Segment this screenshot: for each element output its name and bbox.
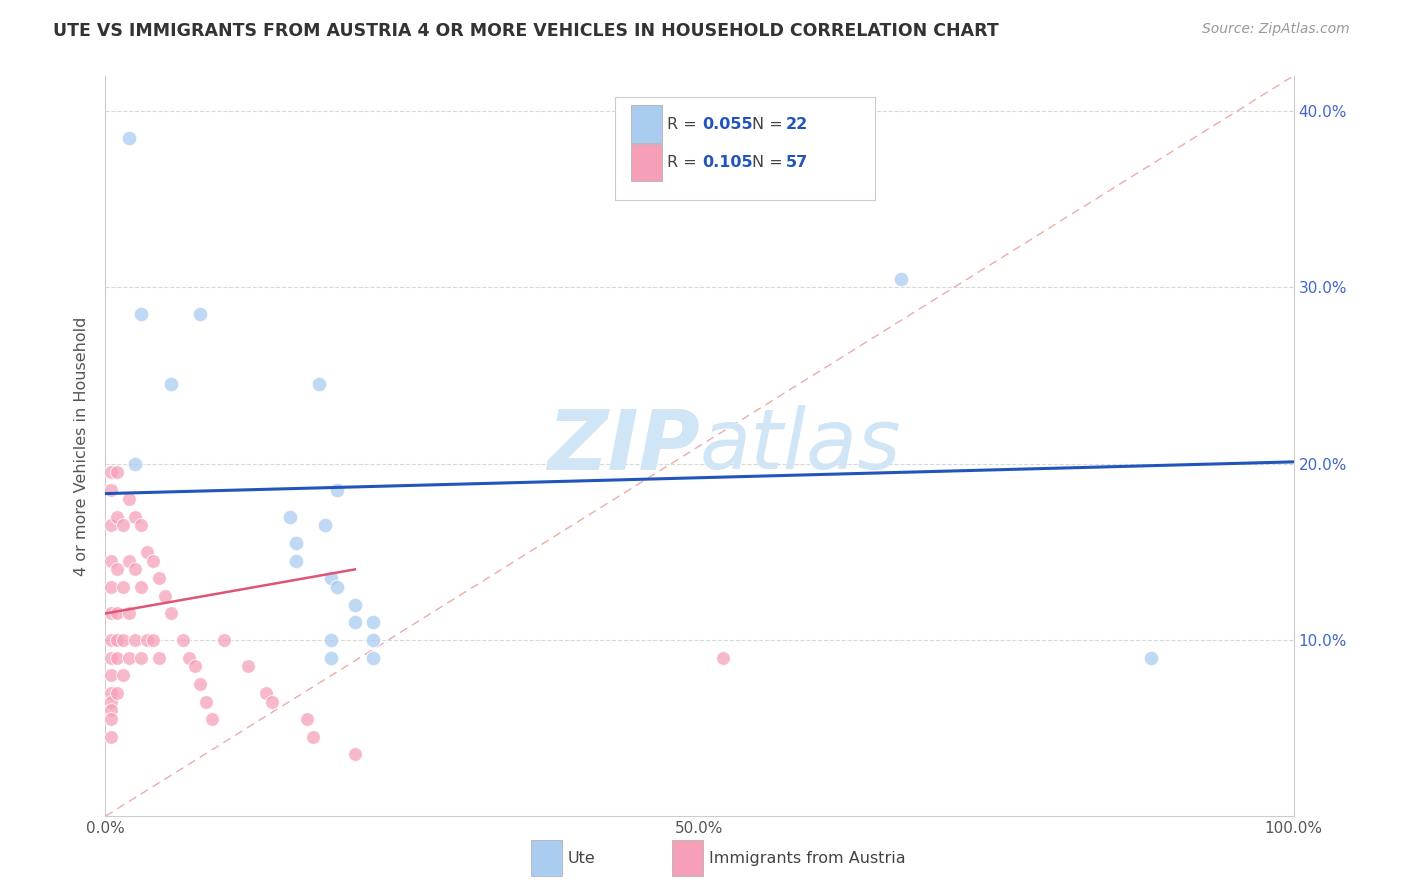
Point bbox=[100, 483, 122, 497]
Point bbox=[195, 695, 218, 709]
Point bbox=[284, 553, 307, 567]
Point bbox=[129, 518, 152, 533]
Point bbox=[129, 307, 152, 321]
Point bbox=[159, 377, 181, 392]
Point bbox=[100, 668, 122, 682]
Point bbox=[321, 632, 343, 647]
Point bbox=[177, 650, 200, 665]
Text: 0.105: 0.105 bbox=[703, 155, 754, 169]
Point bbox=[118, 130, 141, 145]
Point bbox=[112, 668, 135, 682]
Point bbox=[711, 650, 734, 665]
Point bbox=[100, 650, 122, 665]
Point bbox=[105, 686, 128, 700]
Point bbox=[236, 659, 259, 673]
Point bbox=[100, 632, 122, 647]
Point bbox=[118, 491, 141, 506]
Text: Source: ZipAtlas.com: Source: ZipAtlas.com bbox=[1202, 22, 1350, 37]
Point bbox=[112, 580, 135, 594]
Point bbox=[321, 571, 343, 585]
Text: UTE VS IMMIGRANTS FROM AUSTRIA 4 OR MORE VEHICLES IN HOUSEHOLD CORRELATION CHART: UTE VS IMMIGRANTS FROM AUSTRIA 4 OR MORE… bbox=[53, 22, 1000, 40]
Point bbox=[105, 632, 128, 647]
Point bbox=[100, 553, 122, 567]
Point bbox=[100, 518, 122, 533]
Point bbox=[100, 703, 122, 717]
Point bbox=[105, 607, 128, 621]
Point bbox=[326, 483, 349, 497]
Point bbox=[105, 466, 128, 480]
Point bbox=[136, 632, 159, 647]
Point bbox=[190, 677, 212, 691]
Point bbox=[124, 632, 146, 647]
Point bbox=[361, 615, 384, 630]
Point bbox=[153, 589, 176, 603]
Point bbox=[343, 747, 366, 762]
Point bbox=[201, 712, 224, 726]
Text: 22: 22 bbox=[786, 117, 807, 131]
Point bbox=[100, 607, 122, 621]
Point bbox=[254, 686, 277, 700]
Point bbox=[260, 695, 283, 709]
Point bbox=[100, 686, 122, 700]
Point bbox=[183, 659, 205, 673]
Point bbox=[361, 632, 384, 647]
Point bbox=[326, 580, 349, 594]
Point bbox=[100, 730, 122, 744]
Point bbox=[118, 553, 141, 567]
Point bbox=[112, 632, 135, 647]
Point bbox=[136, 545, 159, 559]
Point bbox=[214, 632, 236, 647]
Point bbox=[100, 695, 122, 709]
Point bbox=[148, 571, 170, 585]
Point bbox=[118, 650, 141, 665]
Point bbox=[124, 562, 146, 576]
Point bbox=[129, 650, 152, 665]
Point bbox=[100, 580, 122, 594]
Point bbox=[112, 518, 135, 533]
Text: ZIP: ZIP bbox=[547, 406, 700, 486]
Point bbox=[124, 457, 146, 471]
Point bbox=[118, 607, 141, 621]
Point bbox=[142, 632, 165, 647]
Text: atlas: atlas bbox=[700, 406, 901, 486]
Point bbox=[361, 650, 384, 665]
Point bbox=[343, 615, 366, 630]
Y-axis label: 4 or more Vehicles in Household: 4 or more Vehicles in Household bbox=[75, 317, 90, 575]
Point bbox=[148, 650, 170, 665]
Point bbox=[124, 509, 146, 524]
Point bbox=[343, 598, 366, 612]
Text: Immigrants from Austria: Immigrants from Austria bbox=[709, 851, 905, 865]
Point bbox=[321, 650, 343, 665]
Point bbox=[890, 271, 912, 285]
Text: Ute: Ute bbox=[568, 851, 596, 865]
Point bbox=[105, 509, 128, 524]
Point bbox=[100, 712, 122, 726]
Point bbox=[190, 307, 212, 321]
Point bbox=[302, 730, 325, 744]
Point bbox=[142, 553, 165, 567]
Text: N =: N = bbox=[752, 117, 787, 131]
Text: R =: R = bbox=[668, 155, 702, 169]
Point bbox=[1140, 650, 1163, 665]
Point bbox=[100, 466, 122, 480]
Point bbox=[105, 650, 128, 665]
Text: 57: 57 bbox=[786, 155, 807, 169]
Text: R =: R = bbox=[668, 117, 702, 131]
Point bbox=[314, 518, 336, 533]
Text: N =: N = bbox=[752, 155, 787, 169]
Point bbox=[159, 607, 181, 621]
Text: 0.055: 0.055 bbox=[703, 117, 754, 131]
Point bbox=[284, 536, 307, 550]
Point bbox=[129, 580, 152, 594]
Point bbox=[278, 509, 301, 524]
Point bbox=[308, 377, 330, 392]
Point bbox=[172, 632, 194, 647]
Point bbox=[297, 712, 319, 726]
Point bbox=[105, 562, 128, 576]
